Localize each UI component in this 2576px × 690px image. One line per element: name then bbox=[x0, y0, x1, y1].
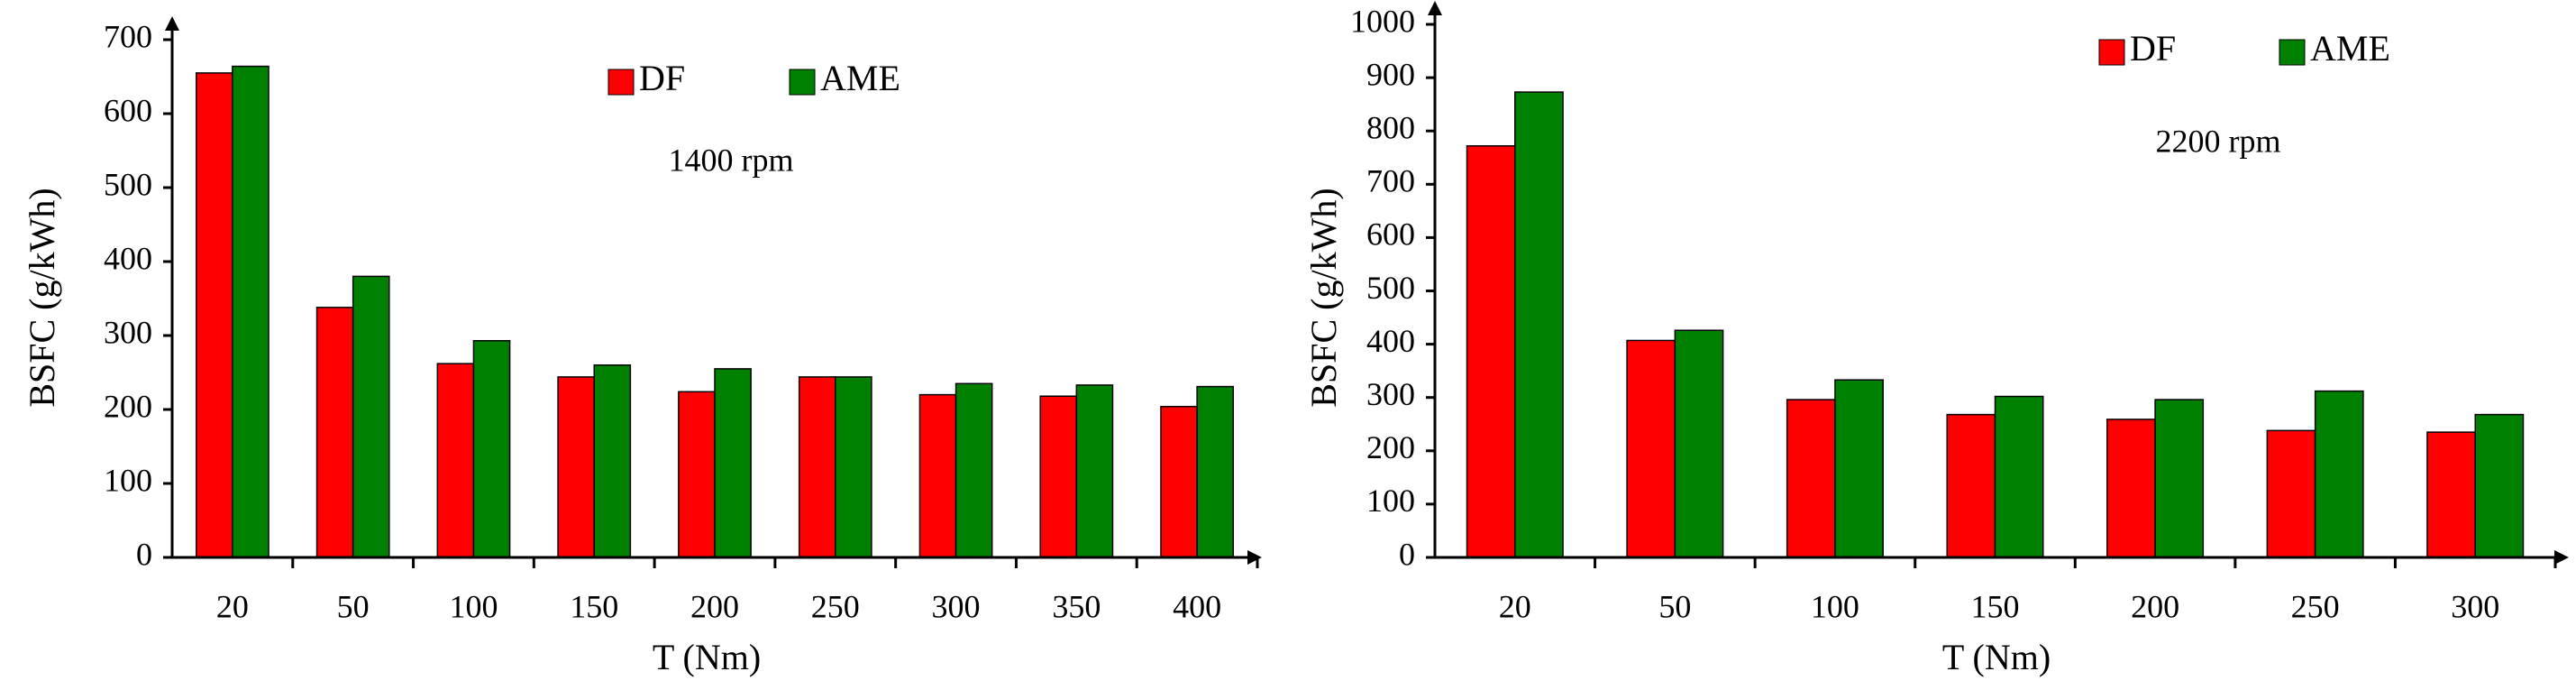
y-tick-label: 700 bbox=[104, 18, 152, 54]
bar bbox=[835, 376, 872, 558]
x-tick-label: 150 bbox=[1971, 588, 2020, 624]
legend-label: DF bbox=[2130, 28, 2176, 69]
bar bbox=[714, 368, 752, 558]
y-tick-label: 0 bbox=[136, 536, 152, 572]
x-tick-label: 250 bbox=[811, 588, 860, 624]
bar bbox=[1834, 379, 1884, 558]
bar bbox=[2474, 413, 2525, 558]
x-tick-label: 50 bbox=[337, 588, 370, 624]
y-axis-arrow bbox=[1428, 1, 1442, 15]
x-tick-label: 100 bbox=[1811, 588, 1859, 624]
bar bbox=[557, 376, 595, 558]
bar bbox=[1466, 144, 1516, 558]
annotation: 2200 rpm bbox=[2156, 123, 2281, 159]
y-tick-label: 0 bbox=[1399, 536, 1415, 572]
bar bbox=[955, 382, 993, 558]
bar bbox=[2154, 399, 2205, 558]
legend-label: DF bbox=[639, 58, 685, 98]
x-axis-arrow bbox=[2554, 550, 2569, 565]
bar bbox=[2426, 431, 2476, 558]
x-tick-label: 300 bbox=[932, 588, 981, 624]
bar bbox=[593, 364, 632, 558]
x-axis-label: T (Nm) bbox=[1942, 637, 2051, 677]
y-tick-label: 500 bbox=[104, 166, 152, 202]
x-tick-label: 100 bbox=[449, 588, 498, 624]
x-tick-label: 400 bbox=[1173, 588, 1221, 624]
legend-swatch bbox=[2098, 39, 2125, 66]
bar bbox=[1946, 413, 1996, 558]
legend-swatch bbox=[607, 69, 635, 96]
y-tick-label: 300 bbox=[1366, 376, 1415, 412]
x-tick-label: 200 bbox=[2131, 588, 2179, 624]
bar bbox=[472, 339, 511, 558]
bar bbox=[315, 307, 354, 558]
x-tick-label: 50 bbox=[1658, 588, 1691, 624]
bar bbox=[1075, 384, 1114, 558]
legend-label: AME bbox=[2310, 28, 2390, 69]
y-tick-label: 1000 bbox=[1350, 3, 1415, 39]
y-tick-label: 500 bbox=[1366, 270, 1415, 306]
legend-swatch bbox=[789, 69, 816, 96]
annotation: 1400 rpm bbox=[669, 142, 794, 178]
y-tick-label: 100 bbox=[104, 462, 152, 498]
bar bbox=[1674, 329, 1724, 558]
bar bbox=[1196, 385, 1234, 558]
x-tick-label: 20 bbox=[1499, 588, 1531, 624]
y-tick-label: 400 bbox=[104, 240, 152, 276]
bar bbox=[678, 391, 716, 558]
y-tick-label: 200 bbox=[1366, 429, 1415, 465]
legend-label: AME bbox=[820, 58, 900, 98]
y-axis-label: BSFC (g/kWh) bbox=[1303, 188, 1344, 407]
bar bbox=[196, 72, 233, 558]
x-tick-label: 250 bbox=[2291, 588, 2340, 624]
bar bbox=[1786, 399, 1836, 558]
y-tick-label: 600 bbox=[1366, 216, 1415, 253]
y-tick-label: 900 bbox=[1366, 56, 1415, 92]
legend-swatch bbox=[2279, 39, 2306, 66]
bar bbox=[1514, 91, 1564, 558]
bar bbox=[2314, 390, 2364, 558]
x-axis-label: T (Nm) bbox=[653, 637, 761, 677]
bar bbox=[2106, 419, 2156, 558]
x-tick-label: 300 bbox=[2451, 588, 2499, 624]
x-tick-label: 150 bbox=[570, 588, 618, 624]
bar bbox=[2266, 429, 2316, 558]
bar bbox=[352, 275, 390, 558]
bar bbox=[918, 393, 957, 558]
y-tick-label: 800 bbox=[1366, 109, 1415, 145]
bar bbox=[1160, 405, 1198, 558]
y-axis-label: BSFC (g/kWh) bbox=[22, 188, 62, 407]
x-tick-label: 20 bbox=[216, 588, 249, 624]
bar bbox=[1626, 339, 1676, 558]
y-tick-label: 600 bbox=[104, 92, 152, 128]
y-tick-label: 300 bbox=[104, 314, 152, 350]
y-tick-label: 200 bbox=[104, 388, 152, 424]
x-tick-label: 350 bbox=[1052, 588, 1101, 624]
y-tick-label: 700 bbox=[1366, 163, 1415, 199]
bar bbox=[798, 376, 836, 558]
bar bbox=[232, 65, 269, 558]
x-axis-arrow bbox=[1247, 550, 1262, 565]
y-tick-label: 400 bbox=[1366, 323, 1415, 359]
bar bbox=[1994, 395, 2044, 558]
bar bbox=[436, 363, 475, 558]
y-tick-label: 100 bbox=[1366, 483, 1415, 519]
y-axis-arrow bbox=[165, 16, 179, 31]
bar bbox=[1039, 395, 1078, 558]
x-tick-label: 200 bbox=[690, 588, 739, 624]
